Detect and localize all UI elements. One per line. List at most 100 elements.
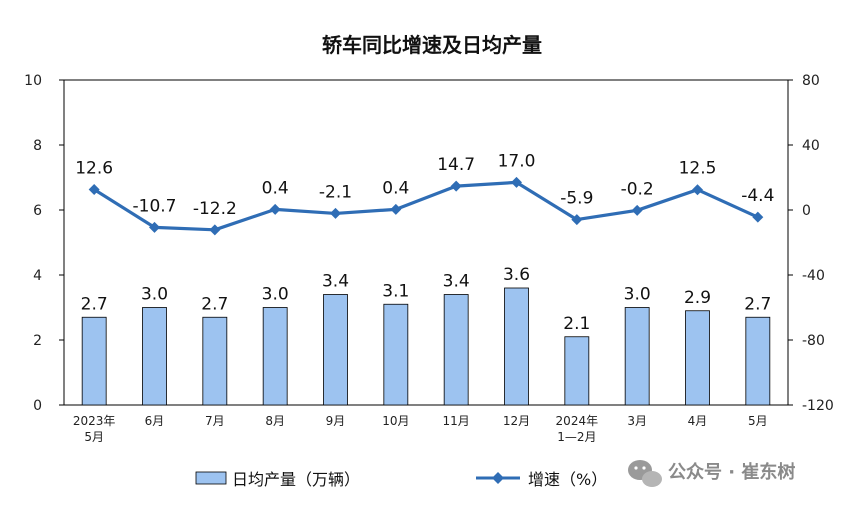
watermark: 公众号 · 崔东树 [628, 460, 795, 487]
bar [262, 307, 288, 406]
x-tick-label-line: 5月 [748, 414, 768, 428]
x-tick-label: 12月 [503, 414, 530, 428]
line-data-label: 0.4 [262, 178, 289, 198]
y-right-tick-label: -40 [802, 268, 825, 284]
x-tick-label: 10月 [382, 414, 409, 428]
line-data-label: -2.1 [319, 182, 352, 202]
y-right-tick-label: -80 [802, 333, 825, 349]
line-marker [209, 224, 221, 236]
bar-data-label: 3.4 [443, 272, 470, 292]
line-data-label: 14.7 [437, 155, 475, 175]
bar [323, 294, 348, 406]
bar [142, 307, 167, 406]
bar [202, 316, 228, 406]
axes: 0 2 4 6 8 10 -120 -80 -40 0 40 80 [24, 73, 834, 414]
growth-line [93, 180, 759, 232]
line-marker [88, 184, 100, 196]
bar [504, 287, 529, 406]
bar-series: 2.7 3.0 2.7 3.0 3.4 3.1 3.4 3.6 2.1 3.0 2.9 2.7 [81, 265, 771, 406]
line-marker [390, 203, 402, 215]
line-marker [149, 221, 160, 233]
line-data-label: 12.5 [679, 159, 717, 179]
bar-data-label: 2.1 [563, 314, 590, 334]
bar [383, 303, 409, 406]
x-tick-label-line: 5月 [84, 430, 104, 444]
line-data-label: -5.9 [560, 189, 593, 209]
line-data-label: -4.4 [741, 186, 774, 206]
line-marker [511, 176, 522, 188]
x-tick-label-line: 2023年 [73, 414, 116, 428]
y-left-tick-label: 6 [33, 203, 42, 219]
x-tick-label: 7月 [205, 414, 225, 428]
bar [81, 316, 107, 406]
legend: 日均产量（万辆） 增速（%） [195, 470, 607, 489]
line-data-label: 0.4 [382, 178, 409, 198]
line-marker [450, 180, 462, 192]
bar-data-label: 2.7 [744, 294, 771, 314]
legend-swatch-marker [492, 472, 504, 484]
x-tick-label-line: 8月 [265, 414, 285, 428]
legend-label-bar: 日均产量（万辆） [232, 470, 360, 489]
bar-data-label: 3.0 [624, 285, 651, 305]
bar [443, 294, 469, 406]
bar-data-label: 3.1 [382, 281, 409, 301]
line-data-label: -12.2 [193, 199, 237, 219]
line-data-label: 17.0 [498, 151, 536, 171]
x-tick-label: 4月 [688, 414, 708, 428]
y-left-tick-label: 10 [24, 73, 42, 89]
x-tick-label-line: 1—2月 [557, 430, 596, 444]
x-tick-label-line: 10月 [382, 414, 409, 428]
legend-label-line: 增速（%） [528, 470, 607, 489]
x-tick-label: 5月 [748, 414, 768, 428]
plot-frame [63, 79, 789, 406]
bar [624, 307, 650, 406]
watermark-text: 公众号 · 崔东树 [668, 461, 795, 483]
bar-data-label: 2.7 [201, 294, 228, 314]
bar-data-label: 2.9 [684, 288, 711, 308]
y-left-tick-label: 0 [33, 398, 42, 414]
line-marker [692, 184, 703, 196]
bar-data-label: 3.0 [262, 285, 289, 305]
x-tick-label-line: 12月 [503, 414, 530, 428]
bar-data-label: 3.6 [503, 265, 530, 285]
x-tick-label: 2024年 1—2月 [556, 414, 599, 444]
x-tick-label: 8月 [265, 414, 285, 428]
x-tick-label-line: 9月 [326, 414, 346, 428]
line-marker [571, 214, 583, 226]
chart-title: 轿车同比增速及日均产量 [322, 33, 542, 57]
bar [564, 336, 590, 406]
line-marker [269, 203, 281, 215]
bar [745, 316, 771, 406]
bar-data-label: 3.4 [322, 272, 349, 292]
wechat-icon [628, 460, 662, 487]
x-tick-label: 6月 [145, 414, 165, 428]
legend-swatch-bar [195, 471, 227, 485]
line-marker [752, 211, 764, 223]
bar-data-label: 2.7 [81, 294, 108, 314]
x-tick-label-line: 4月 [688, 414, 708, 428]
y-right-tick-label: 40 [802, 138, 820, 154]
y-left-tick-label: 8 [33, 138, 42, 154]
x-tick-label-line: 3月 [627, 414, 647, 428]
x-axis-ticks: 2023年 5月 6月 7月 8月 9月 10月 11月 12月 2024年 1—2月 3月 4月 5月 [73, 414, 768, 444]
line-series: 12.6 -10.7 -12.2 0.4 -2.1 0.4 14.7 17.0 -5.9 -0.2… [75, 151, 774, 236]
y-right-tick-label: -120 [802, 398, 834, 414]
x-tick-label: 2023年 5月 [73, 414, 116, 444]
line-marker [631, 204, 643, 216]
x-tick-label: 3月 [627, 414, 647, 428]
y-left-tick-label: 2 [33, 333, 42, 349]
bar [685, 310, 710, 406]
x-tick-label: 11月 [443, 414, 470, 428]
line-data-label: -0.2 [621, 179, 654, 199]
x-tick-label-line: 6月 [145, 414, 165, 428]
y-right-tick-label: 0 [802, 203, 811, 219]
line-marker [330, 207, 341, 219]
y-left-tick-label: 4 [33, 268, 42, 284]
x-tick-label-line: 11月 [443, 414, 470, 428]
x-tick-label-line: 7月 [205, 414, 225, 428]
line-data-label: -10.7 [133, 196, 177, 216]
line-data-label: 12.6 [75, 159, 113, 179]
y-right-tick-label: 80 [802, 73, 820, 89]
x-tick-label-line: 2024年 [556, 414, 599, 428]
